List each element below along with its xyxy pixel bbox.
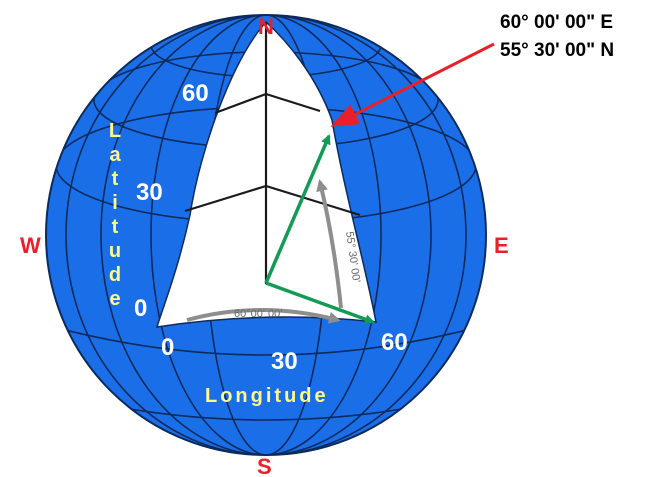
longitude-tick-60: 60 xyxy=(381,329,408,356)
cardinal-south: S xyxy=(257,454,272,477)
position-vector xyxy=(264,134,331,284)
cardinal-east: E xyxy=(494,233,509,258)
latitude-tick-0: 0 xyxy=(134,295,147,322)
latitude-arc xyxy=(316,179,343,309)
longitude-vector xyxy=(265,281,375,324)
longitude-tick-30: 30 xyxy=(271,348,298,375)
cardinal-west: W xyxy=(20,233,41,258)
latitude-tick-30: 30 xyxy=(136,179,163,206)
point-latitude-readout: 55° 30' 00" N xyxy=(500,40,614,61)
latitude-label: Latitude xyxy=(104,120,126,312)
longitude-tick-0: 0 xyxy=(161,334,174,361)
point-pointer-arrow xyxy=(330,42,495,127)
point-longitude-readout: 60° 00' 00" E xyxy=(500,12,613,33)
latitude-tick-60: 60 xyxy=(182,80,209,107)
longitude-arc xyxy=(186,308,341,324)
wedge-construction xyxy=(184,22,361,284)
longitude-label: Longitude xyxy=(205,385,329,407)
longitude-angle-label: 60°00' 00' xyxy=(234,308,282,320)
cardinal-north: N xyxy=(258,14,274,39)
